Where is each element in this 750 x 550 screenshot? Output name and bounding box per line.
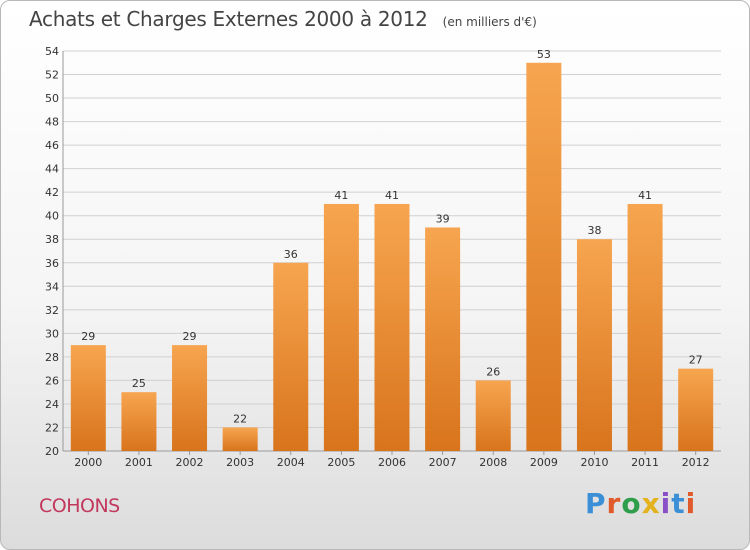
y-tick-label: 44 <box>45 163 59 176</box>
logo-letter: r <box>606 487 622 520</box>
x-tick-label: 2008 <box>479 456 507 469</box>
logo-letter: x <box>641 487 661 520</box>
chart-title: Achats et Charges Externes 2000 à 2012 <box>29 7 428 31</box>
logo-letter: P <box>585 487 607 520</box>
bar-value-label: 39 <box>436 212 450 225</box>
x-tick-label: 2003 <box>226 456 254 469</box>
bar <box>576 239 612 451</box>
bar-value-label: 25 <box>132 377 146 390</box>
bar <box>70 345 106 451</box>
bar-value-label: 53 <box>537 48 551 61</box>
x-tick-label: 2011 <box>631 456 659 469</box>
chart-title-block: Achats et Charges Externes 2000 à 2012 (… <box>29 7 537 31</box>
y-tick-label: 42 <box>45 186 59 199</box>
proxiti-logo[interactable]: Proxiti <box>585 487 696 520</box>
x-tick-label: 2007 <box>429 456 457 469</box>
bar-value-label: 29 <box>81 330 95 343</box>
bar <box>425 227 461 451</box>
y-tick-label: 46 <box>45 139 59 152</box>
bar-value-label: 41 <box>638 189 652 202</box>
y-tick-label: 40 <box>45 210 59 223</box>
bar-value-label: 41 <box>385 189 399 202</box>
y-tick-label: 30 <box>45 327 59 340</box>
bar <box>627 203 663 451</box>
y-tick-label: 20 <box>45 445 59 458</box>
x-tick-label: 2005 <box>327 456 355 469</box>
x-tick-label: 2010 <box>580 456 608 469</box>
x-tick-label: 2001 <box>125 456 153 469</box>
bar-value-label: 26 <box>486 365 500 378</box>
bar <box>273 262 309 451</box>
bar-value-label: 36 <box>284 248 298 261</box>
logo-letter: t <box>671 487 686 520</box>
x-tick-label: 2006 <box>378 456 406 469</box>
x-tick-label: 2000 <box>74 456 102 469</box>
bar <box>121 392 157 451</box>
x-tick-label: 2004 <box>277 456 305 469</box>
bar <box>374 203 410 451</box>
bar-layer <box>70 62 714 451</box>
bar-value-label: 22 <box>233 412 247 425</box>
y-tick-label: 24 <box>45 398 59 411</box>
chart-unit: (en milliers d'€) <box>442 15 537 29</box>
bar <box>475 380 511 451</box>
bar-value-label: 29 <box>183 330 197 343</box>
bar-value-label: 27 <box>689 354 703 367</box>
x-tick-label: 2002 <box>176 456 204 469</box>
y-tick-label: 38 <box>45 233 59 246</box>
y-tick-label: 26 <box>45 374 59 387</box>
y-tick-label: 32 <box>45 304 59 317</box>
bar <box>172 345 208 451</box>
y-tick-label: 48 <box>45 116 59 129</box>
bar-value-label: 38 <box>587 224 601 237</box>
y-tick-label: 36 <box>45 257 59 270</box>
logo-letter: i <box>660 487 672 520</box>
y-tick-label: 50 <box>45 92 59 105</box>
axis-layer: 20 22 24 26 28 30 32 34 36 38 40 42 44 46 48 50 52 54 2000… <box>45 45 721 469</box>
y-tick-label: 34 <box>45 280 59 293</box>
logo-letter: i <box>685 487 697 520</box>
x-tick-label: 2009 <box>530 456 558 469</box>
y-tick-label: 22 <box>45 421 59 434</box>
x-tick-label: 2012 <box>682 456 710 469</box>
bar <box>678 368 714 451</box>
y-tick-label: 28 <box>45 351 59 364</box>
bar <box>222 427 258 451</box>
y-tick-label: 54 <box>45 45 59 58</box>
y-tick-label: 52 <box>45 69 59 82</box>
bar <box>526 62 562 451</box>
logo-letter: o <box>621 487 642 520</box>
bar <box>323 203 359 451</box>
bar-value-label: 41 <box>334 189 348 202</box>
commune-name: COHONS <box>39 495 120 517</box>
label-layer: 29 25 29 22 36 41 41 39 26 53 38 41 27 <box>81 48 702 426</box>
